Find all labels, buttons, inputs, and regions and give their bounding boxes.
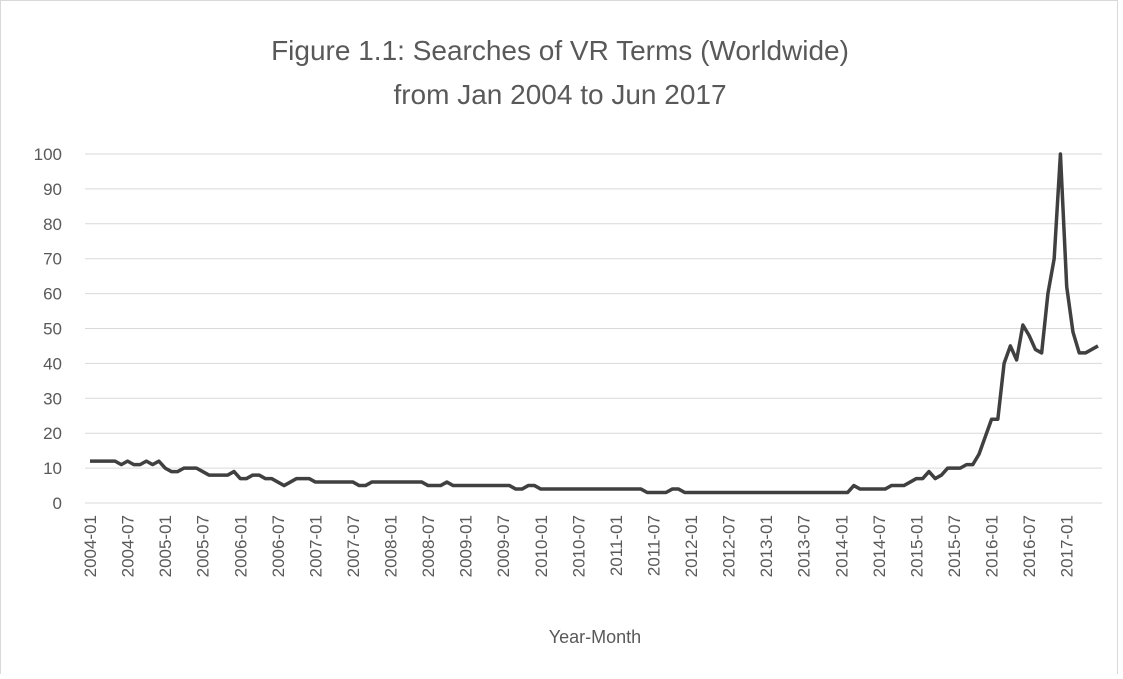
x-tick-label: 2005-07: [194, 515, 213, 577]
x-tick-label: 2007-07: [344, 515, 363, 577]
y-tick-label: 70: [43, 250, 62, 269]
x-tick-label: 2004-01: [81, 515, 100, 577]
x-tick-label: 2011-07: [644, 515, 663, 576]
y-tick-label: 30: [43, 389, 62, 408]
y-tick-label: 100: [34, 145, 62, 164]
y-tick-label: 10: [43, 459, 62, 478]
y-tick-label: 80: [43, 215, 62, 234]
x-tick-label: 2013-07: [795, 515, 814, 577]
x-tick-label: 2006-07: [269, 515, 288, 577]
data-line: [90, 152, 1099, 495]
x-tick-label: 2017-01: [1058, 515, 1077, 577]
x-tick-label: 2013-01: [757, 515, 776, 577]
y-tick-label: 20: [43, 424, 62, 443]
x-tick-label: 2009-01: [457, 515, 476, 577]
x-tick-label: 2015-01: [907, 515, 926, 577]
x-tick-label: 2004-07: [119, 515, 138, 577]
chart-title: Figure 1.1: Searches of VR Terms (Worldw…: [271, 35, 849, 66]
x-axis-label: Year-Month: [549, 627, 641, 647]
x-tick-label: 2008-07: [419, 515, 438, 577]
x-tick-label: 2014-07: [870, 515, 889, 577]
x-tick-label: 2012-01: [682, 515, 701, 577]
x-tick-label: 2009-07: [494, 515, 513, 577]
x-tick-label: 2006-01: [231, 515, 250, 577]
x-tick-label: 2010-07: [569, 515, 588, 577]
y-tick-label: 60: [43, 285, 62, 304]
y-tick-label: 0: [53, 494, 62, 513]
x-tick-label: 2016-07: [1020, 515, 1039, 577]
x-tick-label: 2015-07: [945, 515, 964, 577]
x-tick-label: 2012-07: [720, 515, 739, 577]
y-tick-label: 50: [43, 320, 62, 339]
y-tick-label: 40: [43, 354, 62, 373]
x-tick-label: 2005-01: [156, 515, 175, 577]
x-tick-label: 2011-01: [607, 515, 626, 576]
chart-title: from Jan 2004 to Jun 2017: [393, 79, 726, 110]
x-tick-label: 2010-01: [532, 515, 551, 577]
y-tick-label: 90: [43, 180, 62, 199]
x-tick-label: 2007-01: [306, 515, 325, 577]
x-tick-label: 2008-01: [382, 515, 401, 577]
x-tick-label: 2014-01: [832, 515, 851, 577]
x-tick-label: 2016-01: [983, 515, 1002, 577]
